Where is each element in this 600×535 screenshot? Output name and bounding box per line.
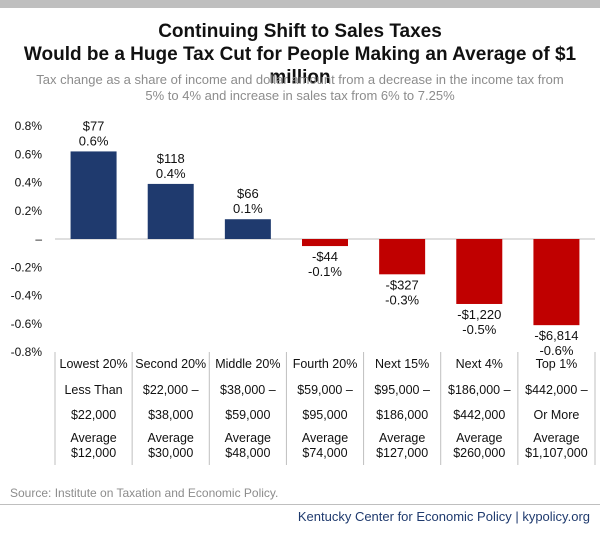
y-tick-label: -0.4% bbox=[11, 289, 43, 303]
income-range-to: $38,000 bbox=[148, 408, 193, 422]
average-income-label: $48,000 bbox=[225, 446, 270, 460]
income-range-from: $95,000 – bbox=[374, 383, 430, 397]
income-range-to: $442,000 bbox=[453, 408, 505, 422]
bar-dollar-label: $66 bbox=[237, 186, 259, 201]
category-label: Next 4% bbox=[456, 357, 503, 371]
bar-dollar-label: $118 bbox=[157, 151, 185, 166]
bar-dollar-label: -$6,814 bbox=[534, 328, 578, 343]
bar bbox=[533, 239, 580, 326]
income-range-to: $186,000 bbox=[376, 408, 428, 422]
bar bbox=[379, 239, 426, 275]
y-tick-label: 0.4% bbox=[15, 176, 43, 190]
average-income-label: $260,000 bbox=[453, 446, 505, 460]
source-note: Source: Institute on Taxation and Econom… bbox=[10, 486, 279, 500]
average-label: Average bbox=[302, 431, 348, 445]
bar bbox=[224, 219, 271, 239]
bar-value-label: -0.6% bbox=[539, 343, 573, 358]
average-label: Average bbox=[148, 431, 194, 445]
income-range-from: $442,000 – bbox=[525, 383, 588, 397]
y-tick-label: 0.6% bbox=[15, 147, 43, 161]
bar-value-label: 0.4% bbox=[156, 166, 186, 181]
income-range-to: $59,000 bbox=[225, 408, 270, 422]
footer-divider bbox=[0, 504, 600, 505]
title-line-1: Continuing Shift to Sales Taxes bbox=[158, 21, 442, 42]
average-income-label: $30,000 bbox=[148, 446, 193, 460]
category-label: Fourth 20% bbox=[293, 357, 358, 371]
average-label: Average bbox=[70, 431, 116, 445]
y-tick-label: -0.8% bbox=[11, 345, 43, 359]
bar bbox=[147, 183, 194, 239]
chart-title: Continuing Shift to Sales Taxes Would be… bbox=[0, 20, 600, 89]
average-label: Average bbox=[456, 431, 502, 445]
category-label: Top 1% bbox=[536, 357, 578, 371]
average-label: Average bbox=[225, 431, 271, 445]
y-tick-label: – bbox=[35, 232, 42, 246]
subtitle-line-2: 5% to 4% and increase in sales tax from … bbox=[145, 88, 455, 103]
income-range-from: Less Than bbox=[64, 383, 122, 397]
category-label: Next 15% bbox=[375, 357, 429, 371]
bar-dollar-label: -$44 bbox=[312, 249, 338, 264]
category-label: Middle 20% bbox=[215, 357, 280, 371]
y-tick-label: -0.6% bbox=[11, 317, 43, 331]
average-label: Average bbox=[379, 431, 425, 445]
category-label: Lowest 20% bbox=[60, 357, 128, 371]
average-income-label: $12,000 bbox=[71, 446, 116, 460]
income-range-to: $95,000 bbox=[302, 408, 347, 422]
bar bbox=[70, 151, 117, 239]
y-tick-label: 0.2% bbox=[15, 204, 43, 218]
bar-value-label: 0.1% bbox=[233, 201, 263, 216]
average-label: Average bbox=[533, 431, 579, 445]
income-range-from: $59,000 – bbox=[297, 383, 353, 397]
average-income-label: $127,000 bbox=[376, 446, 428, 460]
bar bbox=[302, 239, 348, 247]
income-range-to: Or More bbox=[534, 408, 580, 422]
title-line-2: Would be a Huge Tax Cut for People Makin… bbox=[23, 44, 577, 88]
y-tick-label: 0.8% bbox=[15, 119, 43, 133]
bar-value-label: -0.1% bbox=[308, 264, 342, 279]
bar-chart: 0.8% 0.6% 0.4% 0.2% – -0.2% -0.4% -0.6% -0.8% $77… bbox=[11, 118, 596, 465]
top-bar bbox=[0, 0, 600, 8]
income-range-from: $22,000 – bbox=[143, 383, 199, 397]
chart-subtitle: Tax change as a share of income and doll… bbox=[20, 72, 580, 104]
category-label: Second 20% bbox=[135, 357, 206, 371]
bar bbox=[456, 239, 503, 304]
bar-value-label: -0.5% bbox=[462, 322, 496, 337]
bar-dollar-label: -$327 bbox=[386, 277, 419, 292]
bar-dollar-label: $77 bbox=[83, 118, 105, 133]
average-income-label: $1,107,000 bbox=[525, 446, 588, 460]
bar-dollar-label: -$1,220 bbox=[457, 307, 501, 322]
subtitle-line-1: Tax change as a share of income and doll… bbox=[36, 72, 564, 87]
bar-value-label: -0.3% bbox=[385, 292, 419, 307]
income-range-to: $22,000 bbox=[71, 408, 116, 422]
income-range-from: $186,000 – bbox=[448, 383, 511, 397]
y-tick-label: -0.2% bbox=[11, 260, 43, 274]
average-income-label: $74,000 bbox=[302, 446, 347, 460]
income-range-from: $38,000 – bbox=[220, 383, 276, 397]
bar-value-label: 0.6% bbox=[79, 133, 109, 148]
footer-credit: Kentucky Center for Economic Policy | ky… bbox=[297, 509, 590, 524]
